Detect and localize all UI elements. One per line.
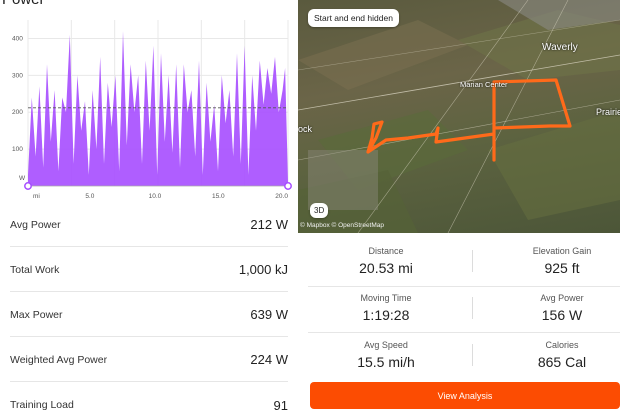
metric-value: 212 W xyxy=(250,217,288,232)
stat-label: Calories xyxy=(545,340,579,350)
metric-row-avg-power: Avg Power 212 W xyxy=(10,203,288,247)
start-end-hidden-badge: Start and end hidden xyxy=(308,9,399,27)
map-terrain xyxy=(298,0,620,233)
stat-value: 156 W xyxy=(541,307,583,323)
route-map[interactable]: Start and end hidden 3D © Mapbox © OpenS… xyxy=(298,0,620,233)
metric-label: Weighted Avg Power xyxy=(10,353,108,366)
power-series-area xyxy=(28,31,288,186)
stat-label: Elevation Gain xyxy=(532,246,592,256)
stat-value: 865 Cal xyxy=(537,354,587,370)
route-line xyxy=(366,78,572,162)
metric-label: Training Load xyxy=(10,399,74,411)
map-label-waverly: Waverly xyxy=(542,42,578,53)
x-tick-label: 5.0 xyxy=(85,193,94,200)
x-tick-label: 15.0 xyxy=(212,193,225,200)
stat-label: Distance xyxy=(368,246,404,256)
stats-divider xyxy=(308,286,620,287)
metric-value: 224 W xyxy=(250,352,288,367)
metric-value: 639 W xyxy=(250,307,288,322)
range-handle-start xyxy=(24,182,32,190)
metric-row-total-work: Total Work 1,000 kJ xyxy=(10,248,288,292)
stat-value: 15.5 mi/h xyxy=(357,354,415,370)
metric-label: Total Work xyxy=(10,263,60,276)
power-chart-svg[interactable]: 400 300 200 100 Wmi 5.0 10.0 15.0 20.0 xyxy=(0,14,298,204)
power-title: Power xyxy=(2,0,45,8)
stat-avg-power: Avg Power 156 W xyxy=(484,285,620,331)
stat-value: 20.53 mi xyxy=(359,260,413,276)
stats-vertical-divider xyxy=(472,250,473,272)
stat-moving-time: Moving Time 1:19:28 xyxy=(308,285,464,331)
map-attribution: © Mapbox © OpenStreetMap xyxy=(300,222,385,229)
stat-elevation-gain: Elevation Gain 925 ft xyxy=(484,238,620,284)
y-tick-label: 400 xyxy=(12,35,23,42)
3d-toggle-button[interactable]: 3D xyxy=(310,203,329,218)
y-tick-label: 100 xyxy=(12,146,23,153)
stat-value: 925 ft xyxy=(544,260,580,276)
stats-divider xyxy=(308,332,620,333)
y-tick-label: 300 xyxy=(12,72,23,79)
metric-row-training-load: Training Load 91 xyxy=(10,383,288,420)
power-panel: Power 400 300 200 100 Wmi 5.0 10.0 15.0 20.0 Avg… xyxy=(0,0,298,420)
stat-value: 1:19:28 xyxy=(362,307,410,323)
map-label-partial: ock xyxy=(298,124,313,134)
range-handle-end xyxy=(284,182,292,190)
stats-vertical-divider xyxy=(472,297,473,319)
metric-value: 1,000 kJ xyxy=(238,262,288,277)
stat-label: Avg Power xyxy=(540,293,584,303)
x-tick-label: 20.0 xyxy=(275,193,288,200)
x-tick-label: 10.0 xyxy=(149,193,162,200)
view-analysis-button[interactable]: View Analysis xyxy=(310,382,620,409)
y-unit-label: W xyxy=(19,175,26,182)
x-tick-label: mi xyxy=(33,193,40,200)
stat-label: Avg Speed xyxy=(364,340,408,350)
stat-calories: Calories 865 Cal xyxy=(484,332,620,378)
stat-distance: Distance 20.53 mi xyxy=(308,238,464,284)
map-label-marian-center: Marian Center xyxy=(460,80,508,89)
summary-panel: Start and end hidden 3D © Mapbox © OpenS… xyxy=(298,0,620,420)
stat-avg-speed: Avg Speed 15.5 mi/h xyxy=(308,332,464,378)
metric-label: Max Power xyxy=(10,308,63,321)
stat-label: Moving Time xyxy=(360,293,412,303)
map-label-prairie: Prairie xyxy=(596,107,620,117)
metric-value: 91 xyxy=(273,397,288,413)
y-tick-label: 200 xyxy=(12,109,23,116)
metric-row-weighted-avg-power: Weighted Avg Power 224 W xyxy=(10,338,288,382)
metric-row-max-power: Max Power 639 W xyxy=(10,293,288,337)
stats-vertical-divider xyxy=(472,344,473,366)
metric-label: Avg Power xyxy=(10,218,61,231)
